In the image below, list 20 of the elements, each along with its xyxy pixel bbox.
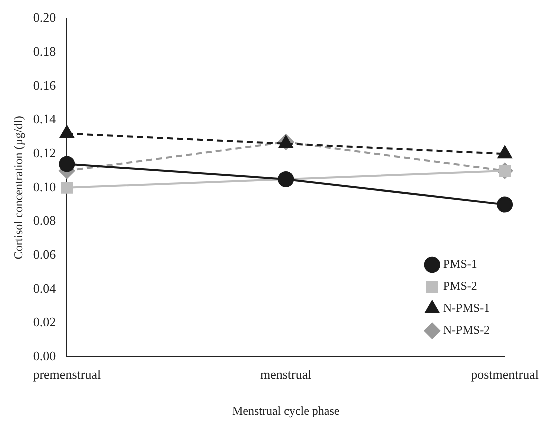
y-tick-label: 0.08	[33, 213, 56, 228]
y-tick-label: 0.16	[33, 78, 57, 93]
y-tick-label: 0.10	[33, 179, 56, 194]
x-tick-label: postmentrual	[471, 367, 540, 382]
y-tick-label: 0.14	[33, 112, 57, 127]
legend-label: PMS-1	[443, 257, 478, 272]
y-axis-title: Cortisol concentration (µg/dl)	[11, 116, 26, 260]
y-tick-label: 0.18	[33, 44, 56, 60]
y-tick-label: 0.06	[33, 246, 57, 262]
y-tick-label: 0.00	[33, 348, 56, 364]
y-tick-label: 0.02	[33, 314, 56, 330]
x-axis-title: Menstrual cycle phase	[232, 404, 340, 418]
y-tick-label: 0.04	[33, 280, 57, 296]
x-tick-label: menstrual	[260, 367, 312, 382]
legend-label: PMS-2	[443, 279, 478, 294]
legend-label: N-PMS-2	[443, 323, 490, 338]
legend-label: N-PMS-1	[443, 301, 490, 316]
y-tick-label: 0.20	[33, 10, 56, 26]
x-tick-label: premenstrual	[33, 367, 102, 382]
y-tick-label: 0.12	[33, 146, 56, 160]
